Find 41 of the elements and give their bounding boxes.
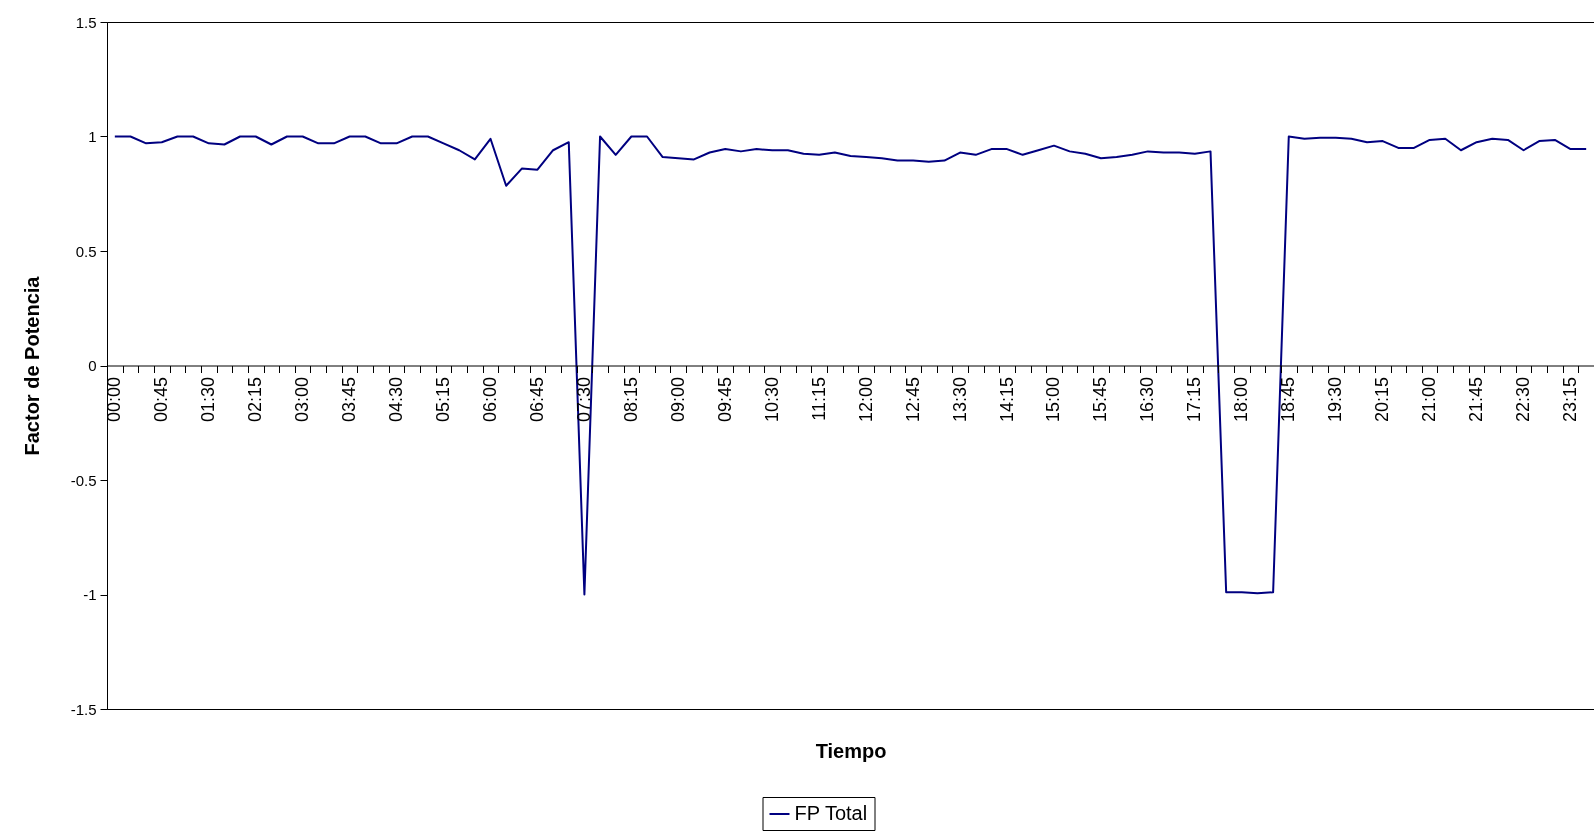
x-tick-label: 19:30: [1325, 377, 1346, 423]
y-tick-label: 1: [88, 128, 97, 145]
x-tick-label: 17:15: [1184, 377, 1205, 423]
x-tick-label: 18:00: [1231, 377, 1252, 423]
x-tick-label: 21:00: [1419, 377, 1440, 423]
x-tick-label: 16:30: [1137, 377, 1158, 423]
x-tick-label: 11:15: [808, 377, 829, 421]
x-tick-label: 06:45: [526, 377, 547, 423]
y-axis-title: Factor de Potencia: [20, 275, 43, 456]
x-tick-label: 10:30: [761, 377, 782, 423]
x-tick-label: 06:00: [479, 377, 500, 423]
x-tick-label: 03:45: [339, 377, 360, 423]
y-tick-label: -1: [83, 586, 97, 603]
x-tick-label: 00:45: [151, 377, 172, 423]
x-tick-label: 22:30: [1513, 377, 1534, 423]
legend-label: FP Total: [794, 802, 868, 824]
x-tick-label: 05:15: [433, 377, 454, 423]
x-tick-label: 04:30: [386, 377, 407, 423]
x-tick-label: 07:30: [573, 377, 594, 423]
x-axis-title: Tiempo: [815, 739, 887, 762]
x-tick-label: 21:45: [1466, 377, 1487, 423]
x-tick-label: 15:00: [1043, 377, 1064, 423]
x-tick-label: 12:45: [902, 377, 923, 423]
x-tick-label: 14:15: [996, 377, 1017, 423]
x-tick-label: 01:30: [198, 377, 219, 423]
x-tick-label: 15:45: [1090, 377, 1111, 423]
x-tick-label: 03:00: [292, 377, 313, 423]
y-tick-label: 0: [88, 357, 97, 374]
x-tick-label: 13:30: [949, 377, 970, 423]
y-tick-label: 0.5: [75, 242, 97, 260]
y-tick-label: -1.5: [70, 700, 97, 718]
x-tick-label: 09:00: [667, 377, 688, 423]
x-tick-label: 18:45: [1278, 377, 1299, 423]
y-tick-label: 1.5: [75, 13, 97, 31]
x-tick-label: 08:15: [620, 377, 641, 423]
x-tick-label: 23:15: [1560, 377, 1581, 423]
x-tick-label: 09:45: [714, 377, 735, 423]
x-tick-label: 20:15: [1372, 377, 1393, 423]
y-tick-label: -0.5: [70, 471, 97, 489]
x-tick-label: 12:00: [855, 377, 876, 423]
x-tick-label: 02:15: [245, 377, 266, 423]
